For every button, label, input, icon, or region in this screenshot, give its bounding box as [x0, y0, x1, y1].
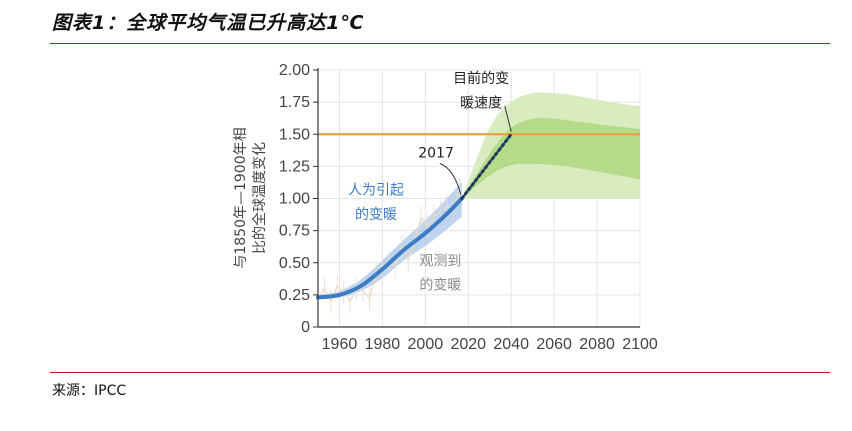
axes: 0 0.25 0.50 0.75 1.00 1.25 1.50 1.75 2.00 1960 198…	[279, 62, 658, 353]
figure-title: 图表1：全球平均气温已升高达1℃	[52, 12, 365, 34]
source-note: 来源：IPCC	[52, 383, 127, 399]
x-tick-label-1980: 1980	[365, 336, 401, 353]
annotation-6: 的变暖	[419, 278, 461, 294]
y-tick-label: 0.75	[279, 223, 310, 240]
y-tick-label: 1.00	[279, 191, 310, 208]
y-tick-label: 0	[301, 319, 310, 336]
annotation-4: 的变暖	[355, 207, 397, 223]
y-tick-label: 0.25	[279, 287, 310, 304]
bottom-divider	[50, 372, 830, 373]
pointer-current-rate	[504, 105, 512, 132]
x-tick-label-2040: 2040	[493, 336, 529, 353]
labels: 与1850年—1900年相 比的全球温度变化目前的变暖速度2017人为引起的变暖观…	[233, 70, 509, 294]
annotation-5: 观测到	[419, 253, 461, 269]
series-lines	[316, 105, 640, 300]
x-tick-label-2020: 2020	[450, 336, 486, 353]
projection-inner-band	[461, 118, 640, 199]
y-tick-label: 0.50	[279, 255, 310, 272]
anthropogenic-line	[316, 196, 464, 300]
x-tick-label-2100: 2100	[622, 336, 658, 353]
x-tick-label-2080: 2080	[579, 336, 615, 353]
x-tick-label-2060: 2060	[536, 336, 572, 353]
y-tick-label: 1.75	[279, 94, 310, 111]
y-tick-label: 1.50	[279, 126, 310, 143]
annotation-2: 2017	[418, 145, 454, 161]
y-axis-label-line-1: 与1850年—1900年相	[233, 127, 249, 268]
y-tick-label: 2.00	[279, 62, 310, 79]
annotation-0: 目前的变	[453, 70, 509, 87]
annotation-1: 暖速度	[460, 95, 502, 111]
bands	[318, 92, 640, 299]
anthropogenic-band	[318, 181, 462, 299]
y-tick-label: 1.25	[279, 158, 310, 175]
x-tick-label-1960: 1960	[322, 336, 358, 353]
current-rate-line	[460, 132, 513, 200]
annotation-3: 人为引起	[348, 183, 404, 199]
x-tick-label-2000: 2000	[408, 336, 444, 353]
pointer-2017	[439, 163, 462, 195]
top-divider	[50, 43, 830, 44]
y-axis-label-line-2: 比的全球温度变化	[251, 142, 268, 254]
